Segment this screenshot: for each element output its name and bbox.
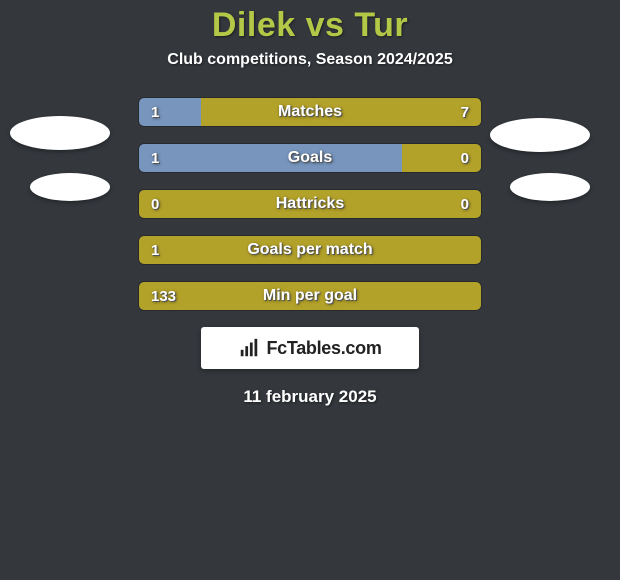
player-right-photo-placeholder <box>490 118 590 152</box>
source-badge[interactable]: FcTables.com <box>201 327 419 369</box>
bar-left-seg <box>139 144 402 172</box>
bar-row-goals: 1 0 Goals <box>138 143 482 173</box>
player-left-photo-placeholder <box>10 116 110 150</box>
bar-left-seg <box>139 282 481 310</box>
page-title: Dilek vs Tur <box>0 0 620 45</box>
bar-row-hattricks: 0 0 Hattricks <box>138 189 482 219</box>
stats-bars: 1 7 Matches 1 0 Goals 0 0 Hattricks 1 Go… <box>138 97 482 311</box>
player-right-club-placeholder <box>510 173 590 201</box>
bar-right-seg <box>201 98 481 126</box>
bar-row-goals-per-match: 1 Goals per match <box>138 235 482 265</box>
bar-right-seg <box>402 144 481 172</box>
bar-left-seg <box>139 98 201 126</box>
bar-chart-icon <box>238 337 260 359</box>
bar-left-seg <box>139 236 481 264</box>
page-subtitle: Club competitions, Season 2024/2025 <box>0 51 620 69</box>
comparison-stage: 1 7 Matches 1 0 Goals 0 0 Hattricks 1 Go… <box>0 97 620 407</box>
bar-row-min-per-goal: 133 Min per goal <box>138 281 482 311</box>
source-badge-text: FcTables.com <box>266 338 381 359</box>
bar-row-matches: 1 7 Matches <box>138 97 482 127</box>
player-left-club-placeholder <box>30 173 110 201</box>
generation-date: 11 february 2025 <box>0 387 620 407</box>
bar-left-seg <box>139 190 481 218</box>
